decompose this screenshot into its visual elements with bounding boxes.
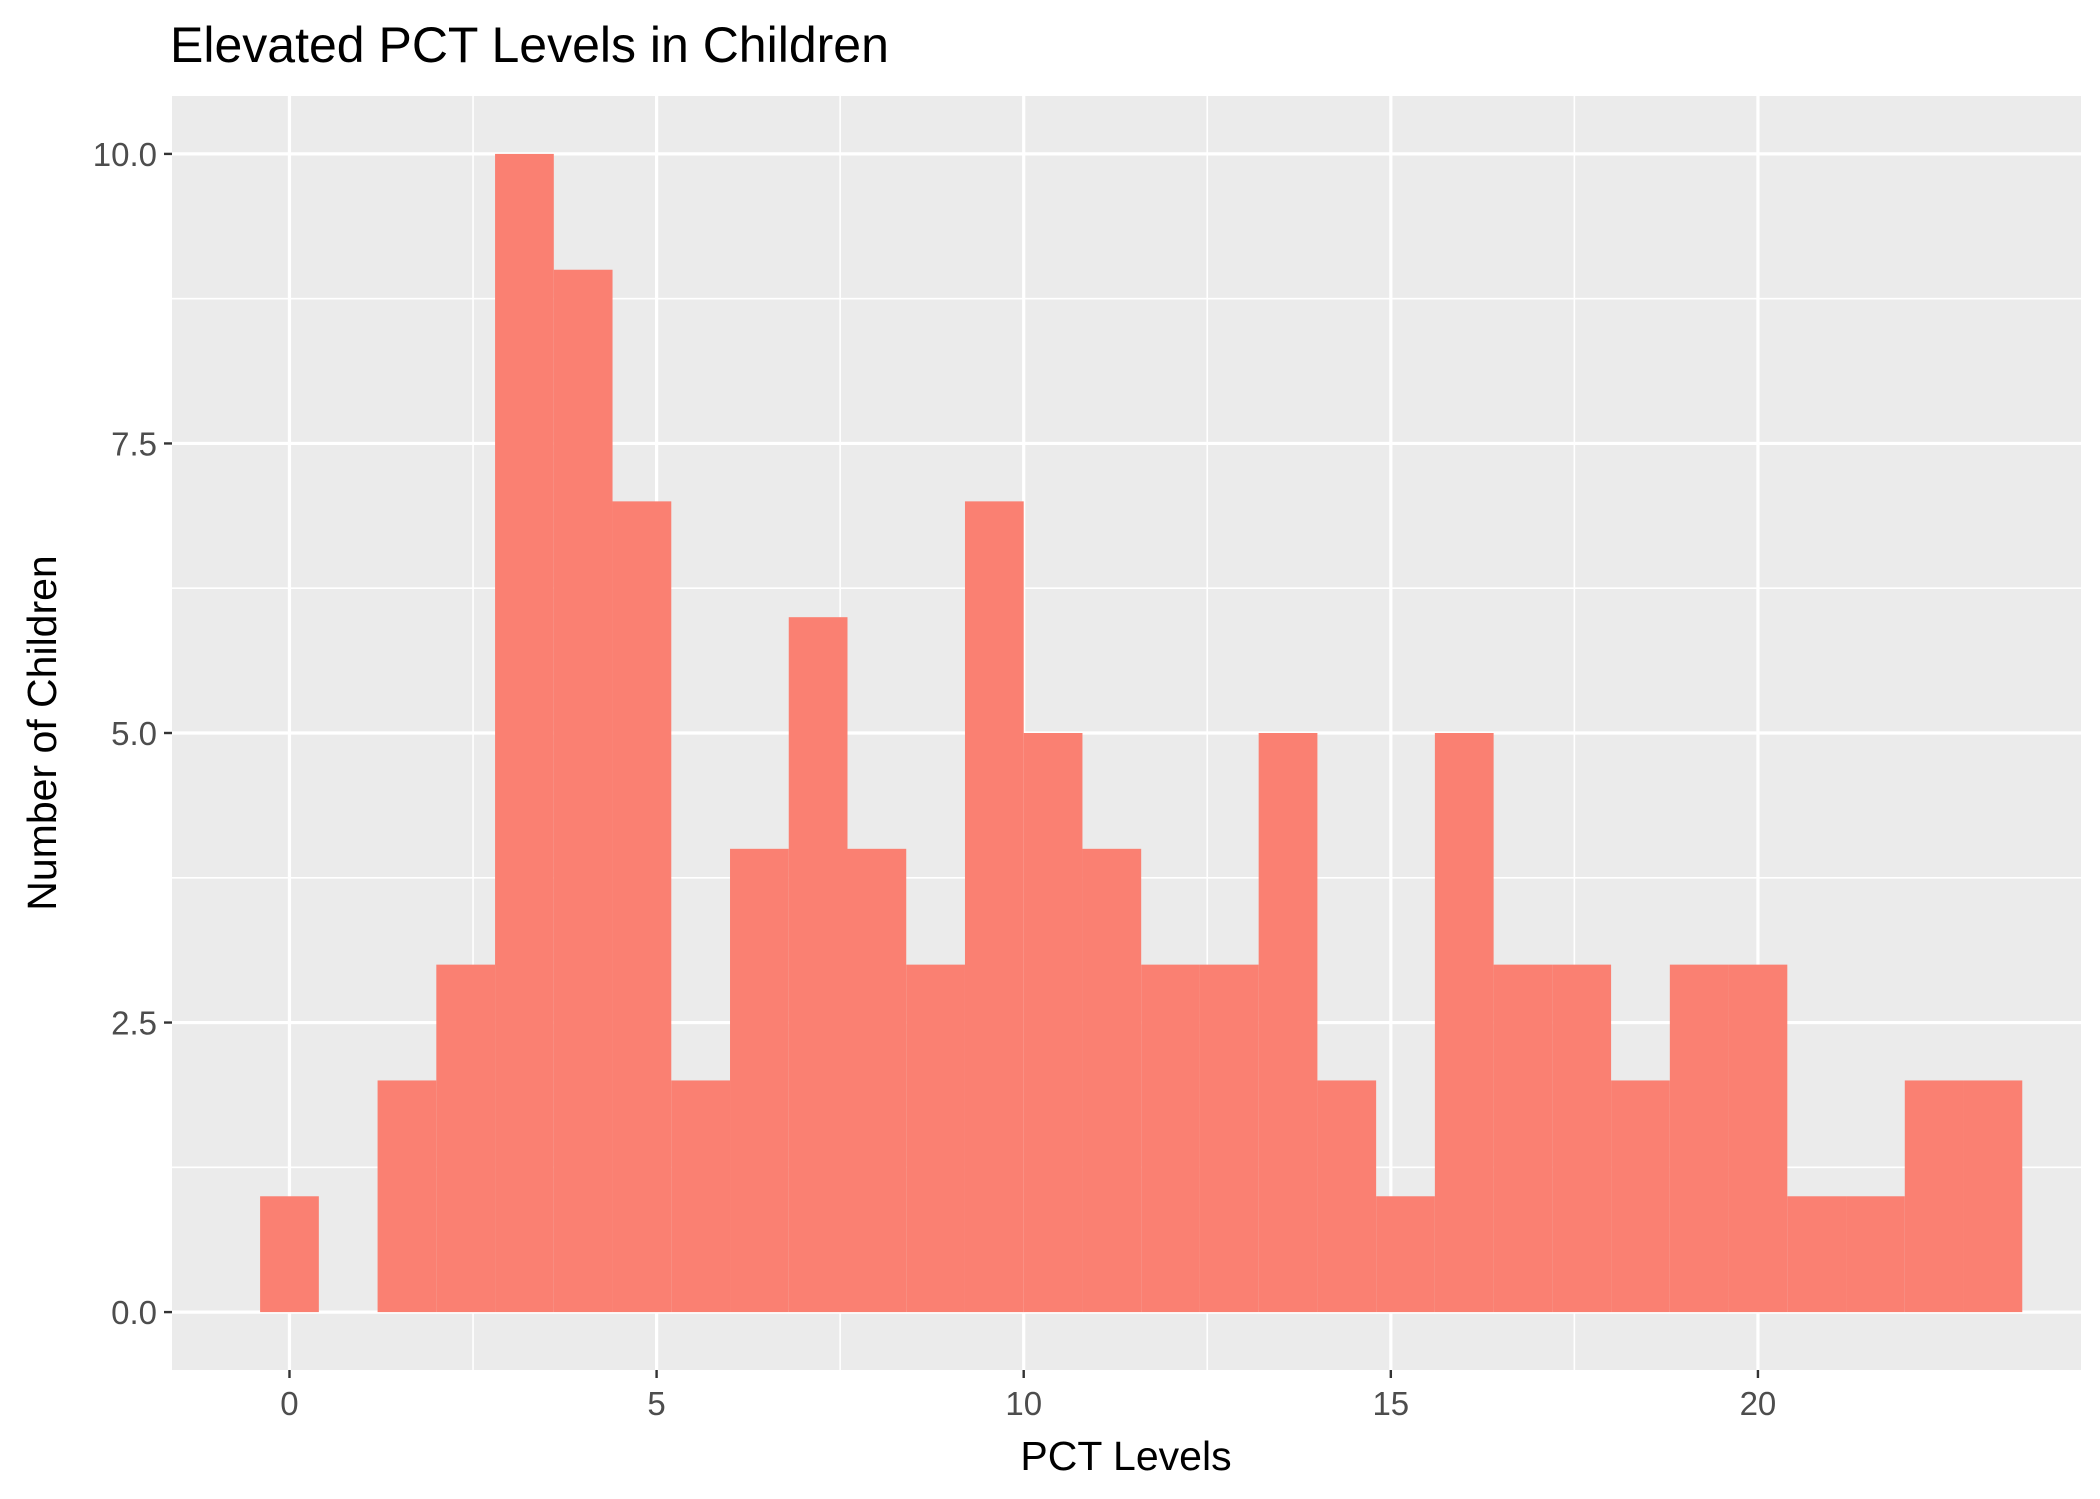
histogram-bar — [1728, 964, 1788, 1313]
y-tick-label: 0.0 — [111, 1294, 157, 1331]
x-tick-label: 5 — [647, 1385, 665, 1422]
histogram-bar — [788, 617, 848, 1313]
histogram-bar — [1317, 1080, 1377, 1313]
histogram-bar — [1199, 964, 1259, 1313]
histogram-bar — [1141, 964, 1200, 1313]
histogram-bar — [1258, 733, 1318, 1313]
histogram-bar — [1669, 964, 1729, 1313]
x-axis-title: PCT Levels — [1020, 1433, 1231, 1479]
y-axis-title: Number of Children — [19, 555, 65, 911]
histogram-bar — [612, 501, 672, 1313]
histogram-bars — [260, 153, 2023, 1313]
y-tick-label: 5.0 — [111, 715, 157, 752]
histogram-bar — [1493, 964, 1553, 1313]
histogram-bar — [553, 269, 613, 1313]
histogram-bar — [964, 501, 1024, 1313]
x-axis: 0 5 10 15 20 — [280, 1370, 1776, 1422]
y-tick-label: 7.5 — [111, 425, 157, 462]
histogram-bar — [1082, 848, 1142, 1313]
histogram-bar — [847, 848, 907, 1313]
y-tick-label: 10.0 — [93, 136, 157, 173]
histogram-bar — [260, 1196, 319, 1313]
chart-title: Elevated PCT Levels in Children — [170, 17, 889, 73]
histogram-bar — [1434, 733, 1494, 1313]
histogram-bar — [1787, 1196, 1847, 1313]
histogram-bar — [1963, 1080, 2023, 1313]
x-tick-label: 0 — [280, 1385, 298, 1422]
histogram-bar — [1376, 1196, 1435, 1313]
x-tick-label: 15 — [1372, 1385, 1409, 1422]
histogram-bar — [1904, 1080, 1964, 1313]
histogram-bar — [1846, 1196, 1905, 1313]
histogram-bar — [730, 848, 789, 1313]
histogram-bar — [495, 153, 554, 1313]
histogram-bar — [671, 1080, 731, 1313]
x-tick-label: 10 — [1005, 1385, 1042, 1422]
histogram-bar — [1552, 964, 1612, 1313]
histogram-bar — [377, 1080, 437, 1313]
histogram-bar — [1611, 1080, 1670, 1313]
x-tick-label: 20 — [1740, 1385, 1777, 1422]
histogram-bar — [1023, 733, 1083, 1313]
histogram-bar — [906, 964, 965, 1313]
y-tick-label: 2.5 — [111, 1005, 157, 1042]
y-axis: 0.0 2.5 5.0 7.5 10.0 — [93, 136, 172, 1331]
histogram-bar — [436, 964, 496, 1313]
